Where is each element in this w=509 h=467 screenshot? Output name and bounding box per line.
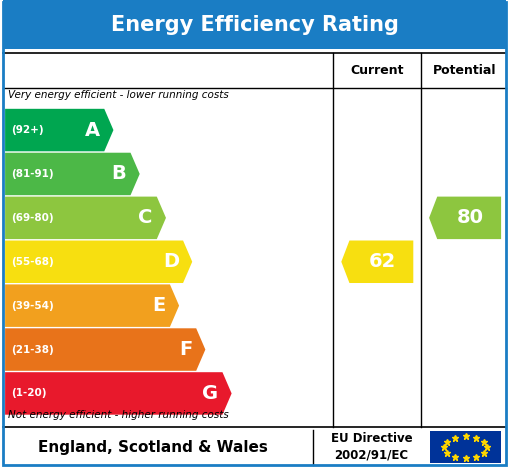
- Text: Very energy efficient - lower running costs: Very energy efficient - lower running co…: [8, 90, 229, 100]
- Text: 62: 62: [369, 252, 396, 271]
- Polygon shape: [5, 153, 139, 195]
- Text: A: A: [85, 120, 100, 140]
- Text: (69-80): (69-80): [11, 213, 54, 223]
- Text: (21-38): (21-38): [11, 345, 54, 354]
- Text: (1-20): (1-20): [11, 389, 47, 398]
- Text: (81-91): (81-91): [11, 169, 54, 179]
- Text: England, Scotland & Wales: England, Scotland & Wales: [38, 439, 268, 455]
- Polygon shape: [5, 197, 166, 239]
- Text: Potential: Potential: [433, 64, 497, 77]
- Bar: [430, 431, 501, 463]
- Text: E: E: [153, 296, 166, 315]
- Text: (92+): (92+): [11, 125, 44, 135]
- Text: (39-54): (39-54): [11, 301, 54, 311]
- Bar: [3, 0, 506, 49]
- Polygon shape: [5, 241, 192, 283]
- Polygon shape: [342, 241, 413, 283]
- Text: C: C: [138, 208, 153, 227]
- Polygon shape: [5, 284, 179, 327]
- Bar: [3, 53, 506, 88]
- Text: EU Directive: EU Directive: [331, 432, 412, 445]
- Bar: [3, 88, 506, 427]
- Text: 80: 80: [457, 208, 484, 227]
- Polygon shape: [5, 109, 114, 151]
- Text: 2002/91/EC: 2002/91/EC: [334, 448, 409, 461]
- Text: (55-68): (55-68): [11, 257, 54, 267]
- Text: D: D: [163, 252, 179, 271]
- Bar: [3, 427, 506, 467]
- Polygon shape: [429, 197, 501, 239]
- Text: Energy Efficiency Rating: Energy Efficiency Rating: [110, 14, 399, 35]
- Text: G: G: [202, 384, 218, 403]
- Text: F: F: [179, 340, 192, 359]
- Text: Not energy efficient - higher running costs: Not energy efficient - higher running co…: [8, 410, 229, 419]
- Text: B: B: [111, 164, 126, 184]
- Polygon shape: [5, 328, 205, 371]
- Text: Current: Current: [351, 64, 404, 77]
- Polygon shape: [5, 372, 232, 415]
